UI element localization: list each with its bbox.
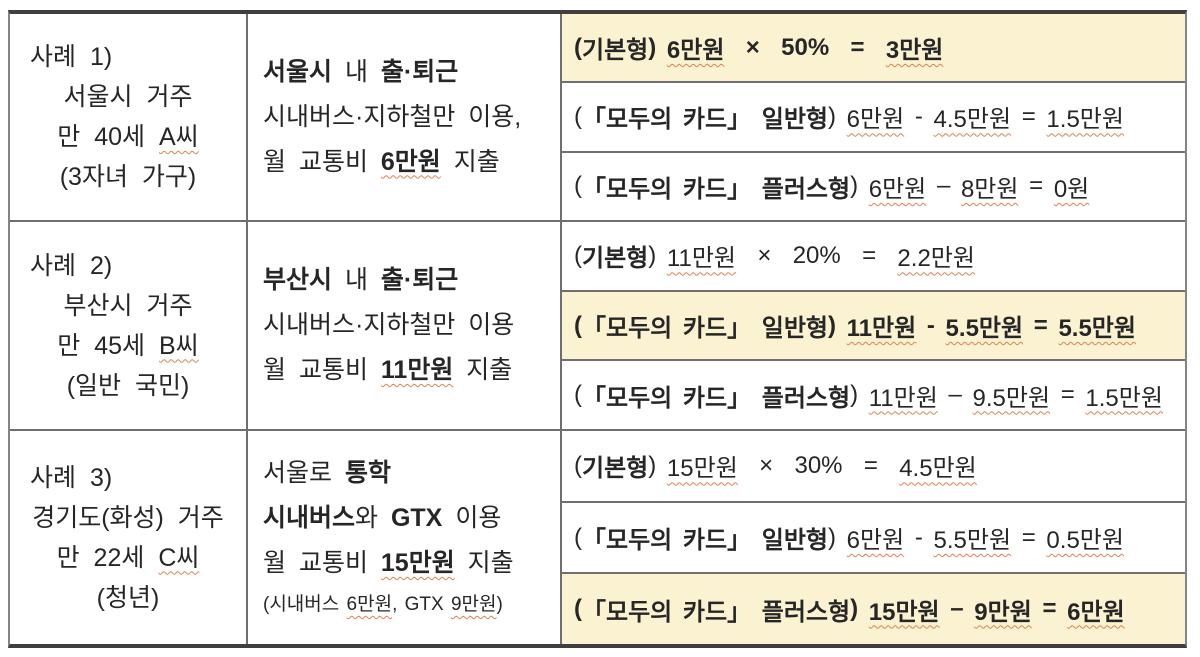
usage-line: 서울시 내 출·퇴근 bbox=[263, 57, 459, 86]
usage-line: (시내버스 6만원, GTX 9만원) bbox=[263, 594, 503, 615]
usage-line: 시내버스와 GTX 이용 bbox=[263, 504, 502, 532]
benefit-line-plus-card: (「모두의 카드」 플러스형) 6만원 – 8만원 = 0원 bbox=[574, 172, 1090, 203]
usage-line: 월 교통비 6만원 지출 bbox=[263, 147, 500, 176]
usage-line: 월 교통비 15만원 지출 bbox=[263, 549, 514, 577]
profile-line: (청년) bbox=[96, 583, 160, 612]
benefit-line-basic: (기본형) 15만원 × 30% = 4.5만원 bbox=[562, 431, 1185, 503]
profile-line: 사례 2) bbox=[30, 251, 113, 280]
profile-line: 서울시 거주 bbox=[63, 83, 193, 111]
case1-usage-cell: 서울시 내 출·퇴근 시내버스·지하철만 이용, 월 교통비 6만원 지출 bbox=[248, 14, 562, 220]
profile-line: 사례 3) bbox=[30, 463, 113, 492]
benefit-line-basic: (기본형) 11만원 × 20% = 2.2만원 bbox=[562, 222, 1185, 292]
benefit-line-standard-card: (「모두의 카드」 일반형) 6만원 - 4.5만원 = 1.5만원 bbox=[562, 83, 1185, 153]
benefit-line-basic: (기본형) 6만원 × 50% = 3만원 bbox=[562, 14, 1185, 84]
table-row-case2: 사례 2) 부산시 거주 만 45세 B씨 (일반 국민) 부산시 내 출·퇴근… bbox=[10, 222, 1185, 431]
usage-line: 월 교통비 11만원 지출 bbox=[263, 356, 513, 384]
case2-usage-cell: 부산시 내 출·퇴근 시내버스·지하철만 이용 월 교통비 11만원 지출 bbox=[248, 222, 562, 429]
table-row-case1: 사례 1) 서울시 거주 만 40세 A씨 (3자녀 가구) 서울시 내 출·퇴… bbox=[10, 14, 1185, 222]
benefit-line-plus-card: (「모두의 카드」 플러스형) 11만원 – 9.5만원 = 1.5만원 bbox=[574, 381, 1163, 412]
case3-benefits-cell: (기본형) 15만원 × 30% = 4.5만원 (「모두의 카드」 일반형) … bbox=[562, 431, 1185, 645]
case1-benefits-cell: (기본형) 6만원 × 50% = 3만원 (「모두의 카드」 일반형) 6만원… bbox=[562, 14, 1185, 220]
usage-line: 시내버스·지하철만 이용 bbox=[263, 311, 515, 339]
transit-card-case-table: 사례 1) 서울시 거주 만 40세 A씨 (3자녀 가구) 서울시 내 출·퇴… bbox=[8, 10, 1187, 648]
profile-line: 사례 1) bbox=[30, 43, 113, 71]
case2-benefits-cell: (기본형) 11만원 × 20% = 2.2만원 (「모두의 카드」 일반형) … bbox=[562, 222, 1185, 429]
profile-line: 만 40세 A씨 bbox=[57, 123, 199, 151]
benefit-line-standard-card: (「모두의 카드」 일반형) 6만원 - 5.5만원 = 0.5만원 bbox=[562, 503, 1185, 575]
usage-line: 서울로 통학 bbox=[263, 459, 391, 487]
table-row-case3: 사례 3) 경기도(화성) 거주 만 22세 C씨 (청년) 서울로 통학 시내… bbox=[10, 431, 1185, 645]
case3-usage-cell: 서울로 통학 시내버스와 GTX 이용 월 교통비 15만원 지출 (시내버스 … bbox=[248, 431, 562, 644]
profile-line: 부산시 거주 bbox=[63, 291, 193, 320]
profile-line: 만 45세 B씨 bbox=[57, 331, 199, 360]
benefit-line-standard-card: (「모두의 카드」 일반형) 11만원 - 5.5만원 = 5.5만원 bbox=[562, 291, 1185, 362]
profile-line: (일반 국민) bbox=[66, 371, 190, 400]
benefit-line-plus-card: (「모두의 카드」 플러스형) 15만원 – 9만원 = 6만원 bbox=[562, 574, 1185, 645]
usage-line: 부산시 내 출·퇴근 bbox=[263, 266, 459, 294]
case3-profile-cell: 사례 3) 경기도(화성) 거주 만 22세 C씨 (청년) bbox=[10, 431, 248, 644]
profile-line: 만 22세 C씨 bbox=[56, 543, 200, 572]
profile-line: 경기도(화성) 거주 bbox=[32, 503, 224, 532]
case1-profile-cell: 사례 1) 서울시 거주 만 40세 A씨 (3자녀 가구) bbox=[10, 14, 248, 220]
profile-line: (3자녀 가구) bbox=[59, 163, 197, 191]
case2-profile-cell: 사례 2) 부산시 거주 만 45세 B씨 (일반 국민) bbox=[10, 222, 248, 429]
usage-line: 시내버스·지하철만 이용, bbox=[263, 102, 522, 131]
